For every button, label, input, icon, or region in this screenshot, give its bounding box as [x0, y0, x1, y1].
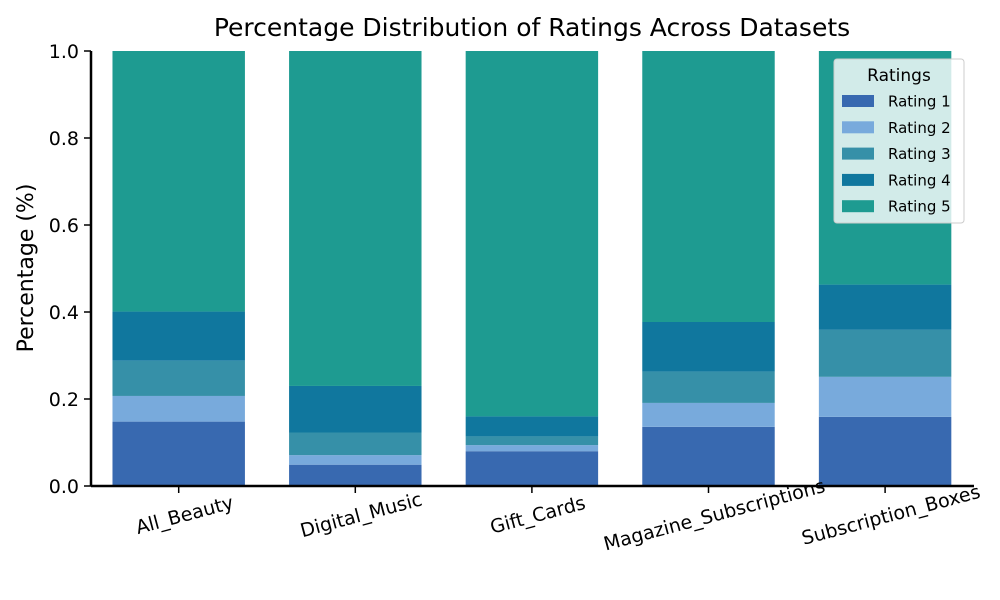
bar-segment-digital-music-rating-3	[289, 432, 422, 456]
x-tick-label: All_Beauty	[133, 492, 235, 539]
bar-segment-digital-music-rating-2	[289, 455, 422, 465]
y-tick-label: 0.6	[49, 215, 79, 237]
chart-title: Percentage Distribution of Ratings Acros…	[214, 13, 850, 42]
bars-group	[112, 51, 952, 486]
legend: Ratings Rating 1 Rating 2 Rating 3 Rating 4…	[833, 58, 965, 224]
y-tick-label: 0.8	[49, 128, 79, 150]
bar-segment-gift-cards-rating-4	[465, 416, 599, 437]
legend-swatch-rating-3	[842, 147, 874, 160]
y-axis-label: Percentage (%)	[14, 184, 39, 353]
legend-label-rating-5: Rating 5	[888, 198, 951, 216]
bar-segment-magazine-subscriptions-rating-4	[642, 322, 775, 372]
bar-segment-subscription-boxes-rating-2	[818, 376, 952, 417]
legend-label-rating-3: Rating 3	[888, 145, 951, 163]
bar-segment-all-beauty-rating-2	[112, 395, 245, 422]
legend-swatch-rating-4	[842, 173, 874, 186]
bar-segment-digital-music-rating-1	[289, 464, 422, 486]
legend-label-rating-2: Rating 2	[888, 119, 951, 137]
legend-label-rating-4: Rating 4	[888, 171, 951, 189]
legend-label-rating-1: Rating 1	[888, 93, 951, 111]
x-tick-label: Gift_Cards	[488, 492, 588, 539]
bar-segment-gift-cards-rating-1	[465, 451, 599, 486]
bar-segment-magazine-subscriptions-rating-1	[642, 426, 775, 486]
x-tick-label: Digital_Music	[298, 489, 425, 543]
bar-segment-all-beauty-rating-5	[112, 51, 245, 312]
legend-swatch-rating-1	[842, 95, 874, 107]
y-tick-label: 0.4	[49, 302, 79, 324]
x-tick-label: Subscription_Boxes	[799, 481, 982, 550]
bar-segment-subscription-boxes-rating-3	[818, 329, 952, 377]
bar-segment-all-beauty-rating-4	[112, 311, 245, 361]
y-tick-label: 0.0	[49, 476, 79, 498]
bar-segment-digital-music-rating-5	[289, 51, 422, 386]
bar-segment-digital-music-rating-4	[289, 385, 422, 433]
bar-segment-all-beauty-rating-1	[112, 421, 245, 486]
bar-segment-all-beauty-rating-3	[112, 360, 245, 396]
bar-segment-gift-cards-rating-3	[465, 436, 599, 446]
bar-segment-magazine-subscriptions-rating-3	[642, 371, 775, 403]
legend-swatch-rating-2	[842, 121, 874, 134]
y-tick-label: 0.2	[49, 389, 79, 411]
bar-segment-gift-cards-rating-5	[465, 51, 599, 417]
bar-segment-subscription-boxes-rating-1	[818, 416, 952, 486]
bar-segment-subscription-boxes-rating-4	[818, 284, 952, 330]
legend-title: Ratings	[867, 66, 931, 86]
y-tick-label: 1.0	[49, 41, 79, 63]
y-ticks-group: 0.0 0.2 0.4 0.6 0.8 1.0	[49, 41, 91, 498]
bar-segment-gift-cards-rating-2	[465, 445, 599, 452]
bar-segment-magazine-subscriptions-rating-2	[642, 402, 775, 427]
legend-items: Rating 1 Rating 2 Rating 3 Rating 4 Rating 5	[842, 93, 951, 216]
bar-segment-magazine-subscriptions-rating-5	[642, 51, 775, 322]
legend-swatch-rating-5	[842, 200, 874, 213]
